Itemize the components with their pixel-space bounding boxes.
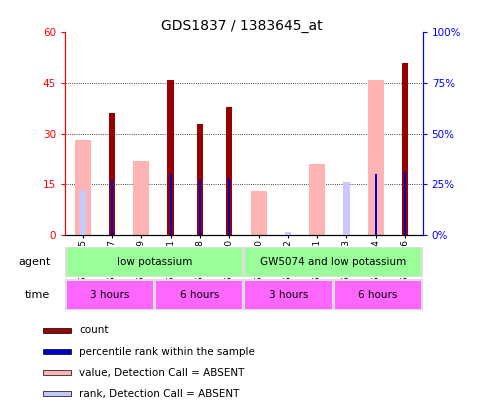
Bar (43, 391, 71, 396)
Bar (245, 281, 332, 309)
Bar (43, 328, 71, 333)
Text: time: time (25, 290, 50, 300)
Bar (199, 180, 201, 235)
Bar (368, 80, 384, 235)
Bar (375, 174, 377, 235)
Bar (251, 191, 267, 235)
Bar (168, 80, 174, 235)
Text: low potassium: low potassium (117, 257, 192, 267)
Bar (226, 107, 232, 235)
Bar (67, 281, 153, 309)
Bar (228, 178, 230, 235)
Bar (75, 141, 91, 235)
Bar (109, 113, 115, 235)
Bar (402, 63, 408, 235)
Bar (245, 248, 421, 276)
Bar (43, 370, 71, 375)
Bar (80, 190, 86, 235)
Bar (309, 164, 325, 235)
Bar (343, 182, 350, 235)
Bar (133, 161, 149, 235)
Text: GDS1837 / 1383645_at: GDS1837 / 1383645_at (161, 19, 322, 33)
Text: count: count (79, 326, 109, 335)
Text: 3 hours: 3 hours (90, 290, 129, 300)
Bar (156, 281, 242, 309)
Bar (335, 281, 421, 309)
Bar (284, 232, 291, 235)
Bar (111, 180, 113, 235)
Text: 3 hours: 3 hours (269, 290, 308, 300)
Text: rank, Detection Call = ABSENT: rank, Detection Call = ABSENT (79, 389, 240, 399)
Bar (67, 248, 242, 276)
Text: 6 hours: 6 hours (358, 290, 398, 300)
Bar (197, 124, 203, 235)
Text: GW5074 and low potassium: GW5074 and low potassium (260, 257, 406, 267)
Text: percentile rank within the sample: percentile rank within the sample (79, 347, 255, 356)
Bar (404, 172, 406, 235)
Text: agent: agent (18, 257, 50, 267)
Bar (43, 349, 71, 354)
Text: value, Detection Call = ABSENT: value, Detection Call = ABSENT (79, 368, 244, 377)
Bar (170, 174, 172, 235)
Text: 6 hours: 6 hours (180, 290, 219, 300)
